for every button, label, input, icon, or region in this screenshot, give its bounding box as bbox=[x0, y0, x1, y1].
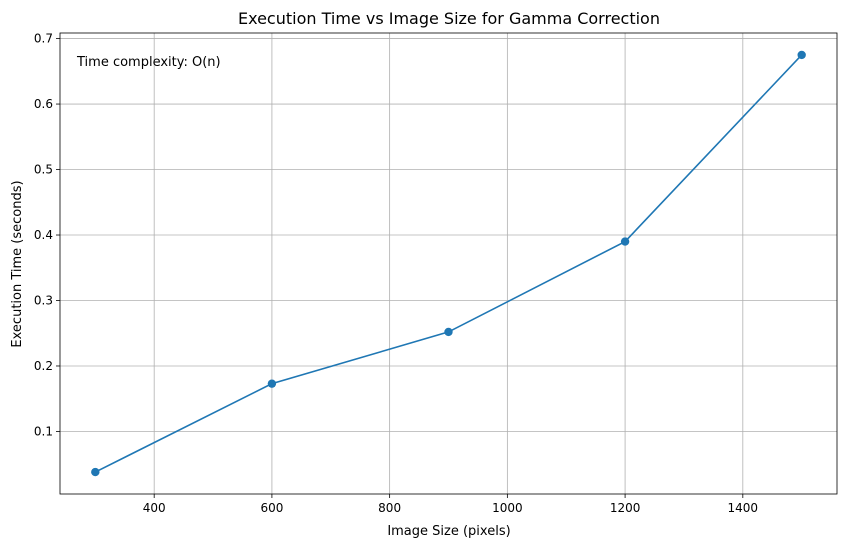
x-tick-label: 800 bbox=[378, 501, 401, 515]
x-tick-label: 600 bbox=[260, 501, 283, 515]
plot-frame bbox=[59, 32, 838, 495]
y-axis-label: Execution Time (seconds) bbox=[10, 180, 25, 347]
x-tick-label: 1000 bbox=[492, 501, 523, 515]
x-tick-label: 1400 bbox=[728, 501, 759, 515]
y-tick-label: 0.2 bbox=[34, 359, 53, 373]
y-tick-label: 0.5 bbox=[34, 163, 53, 177]
data-point bbox=[267, 379, 277, 388]
x-axis-label: Image Size (pixels) bbox=[387, 524, 510, 539]
y-tick-label: 0.3 bbox=[34, 293, 53, 307]
data-point bbox=[91, 467, 100, 477]
y-tick-label: 0.7 bbox=[34, 32, 53, 46]
y-tick-label: 0.1 bbox=[34, 424, 53, 438]
y-tick-label: 0.6 bbox=[34, 97, 53, 111]
x-tick-label: 400 bbox=[143, 501, 166, 515]
tick-layer: 400 600 800 1000 1200 1400 0.1 0.2 0.3 0.4 0.5 0.6 0… bbox=[34, 32, 758, 515]
grid-layer bbox=[60, 33, 837, 494]
chart-title: Execution Time vs Image Size for Gamma C… bbox=[238, 9, 660, 28]
series-layer bbox=[91, 50, 806, 477]
complexity-annotation: Time complexity: O(n) bbox=[76, 55, 221, 70]
data-point bbox=[797, 50, 806, 60]
y-tick-label: 0.4 bbox=[34, 228, 53, 242]
data-point bbox=[444, 327, 453, 337]
x-tick-label: 1200 bbox=[610, 501, 641, 515]
data-point bbox=[620, 237, 630, 246]
